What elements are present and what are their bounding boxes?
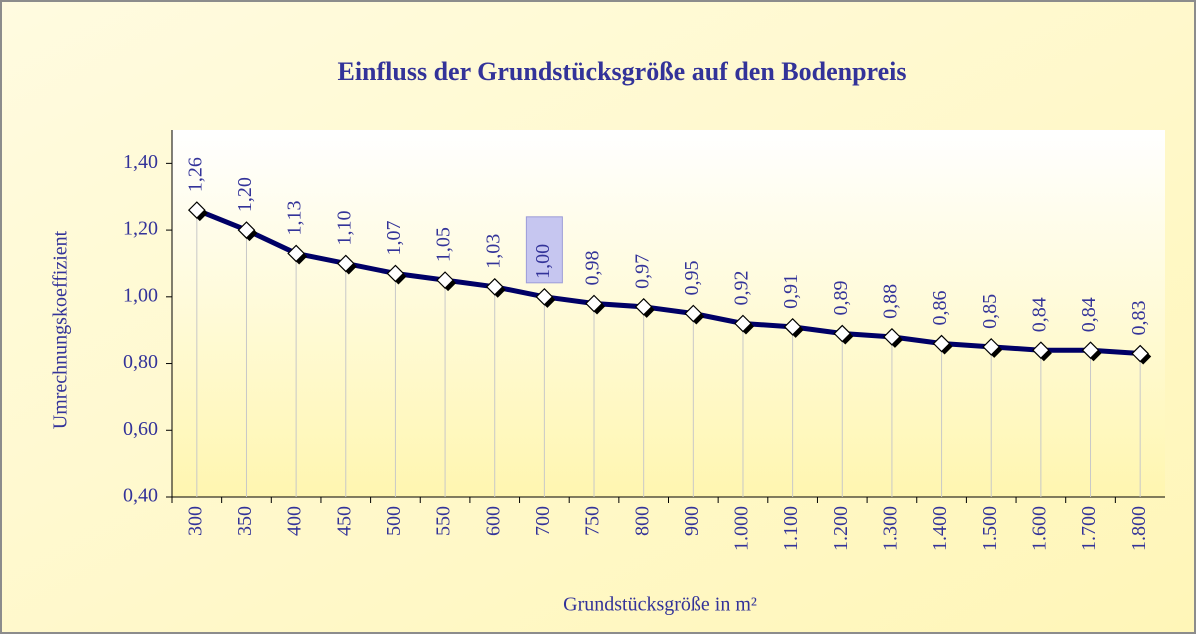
data-label: 0,86 xyxy=(929,291,951,326)
x-tick-label: 1.700 xyxy=(1078,506,1100,551)
data-label: 1,20 xyxy=(234,177,256,212)
marker xyxy=(585,294,603,313)
y-tick-label: 1,40 xyxy=(123,151,158,173)
x-tick-label: 600 xyxy=(482,506,504,536)
marker xyxy=(734,314,752,333)
marker xyxy=(883,328,901,346)
data-label: 1,00 xyxy=(532,244,554,279)
y-tick-label: 1,00 xyxy=(123,284,158,306)
plot-area xyxy=(172,130,1165,497)
marker xyxy=(336,254,355,273)
marker xyxy=(187,201,206,219)
selected-label-box xyxy=(525,216,563,284)
x-tick-label: 800 xyxy=(631,506,653,536)
data-label: 0,91 xyxy=(780,274,802,309)
x-tick-label: 900 xyxy=(681,506,703,536)
x-tick-label: 550 xyxy=(433,506,455,536)
marker xyxy=(386,264,405,283)
data-label: 1,07 xyxy=(383,220,405,255)
marker xyxy=(436,271,454,289)
data-label: 0,92 xyxy=(731,271,753,306)
y-tick-label: 0,60 xyxy=(123,418,158,440)
data-label: 1,26 xyxy=(184,157,206,192)
data-label: 0,89 xyxy=(830,281,852,316)
marker xyxy=(634,297,653,316)
marker xyxy=(833,324,852,343)
marker xyxy=(684,304,703,323)
data-label: 0,88 xyxy=(880,284,902,319)
marker xyxy=(1032,341,1050,360)
x-tick-label: 1.000 xyxy=(731,506,753,551)
x-tick-label: 1.200 xyxy=(830,506,852,551)
data-label: 0,98 xyxy=(582,250,604,285)
marker xyxy=(535,287,554,306)
data-label: 0,97 xyxy=(631,254,653,289)
marker xyxy=(982,338,1001,356)
x-tick-label: 500 xyxy=(383,506,405,536)
x-tick-label: 1.600 xyxy=(1028,506,1050,551)
x-tick-label: 700 xyxy=(532,506,554,536)
data-label: 1,05 xyxy=(433,227,455,262)
data-label: 0,95 xyxy=(681,261,703,296)
x-tick-label: 1.500 xyxy=(979,506,1001,551)
marker xyxy=(1131,344,1150,363)
data-label: 0,83 xyxy=(1128,301,1150,336)
x-tick-label: 1.800 xyxy=(1128,506,1150,551)
y-tick-label: 0,40 xyxy=(123,485,158,507)
data-label: 0,84 xyxy=(1028,297,1050,332)
x-tick-label: 450 xyxy=(333,506,355,536)
marker xyxy=(783,317,802,336)
marker xyxy=(287,244,305,263)
data-label: 1,03 xyxy=(482,234,504,269)
x-axis-title: Grundstücksgröße in m² xyxy=(563,594,757,616)
x-tick-label: 750 xyxy=(582,506,604,536)
data-label: 0,85 xyxy=(979,294,1001,329)
y-tick-label: 0,80 xyxy=(123,351,158,373)
marker xyxy=(932,334,951,353)
marker xyxy=(485,277,504,296)
data-label: 1,13 xyxy=(284,200,306,235)
x-tick-label: 1.400 xyxy=(929,506,951,551)
data-label: 1,10 xyxy=(333,210,355,245)
x-tick-label: 400 xyxy=(284,506,306,536)
data-label: 0,84 xyxy=(1078,297,1100,332)
y-tick-label: 1,20 xyxy=(123,218,158,240)
chart-title: Einfluss der Grundstücksgröße auf den Bo… xyxy=(337,57,906,86)
marker xyxy=(237,221,256,239)
x-tick-label: 300 xyxy=(184,506,206,536)
x-tick-label: 1.300 xyxy=(880,506,902,551)
marker xyxy=(1081,341,1100,360)
x-tick-label: 1.100 xyxy=(780,506,802,551)
y-axis-title: Umrechnungskoeffizient xyxy=(50,230,72,429)
x-tick-label: 350 xyxy=(234,506,256,536)
